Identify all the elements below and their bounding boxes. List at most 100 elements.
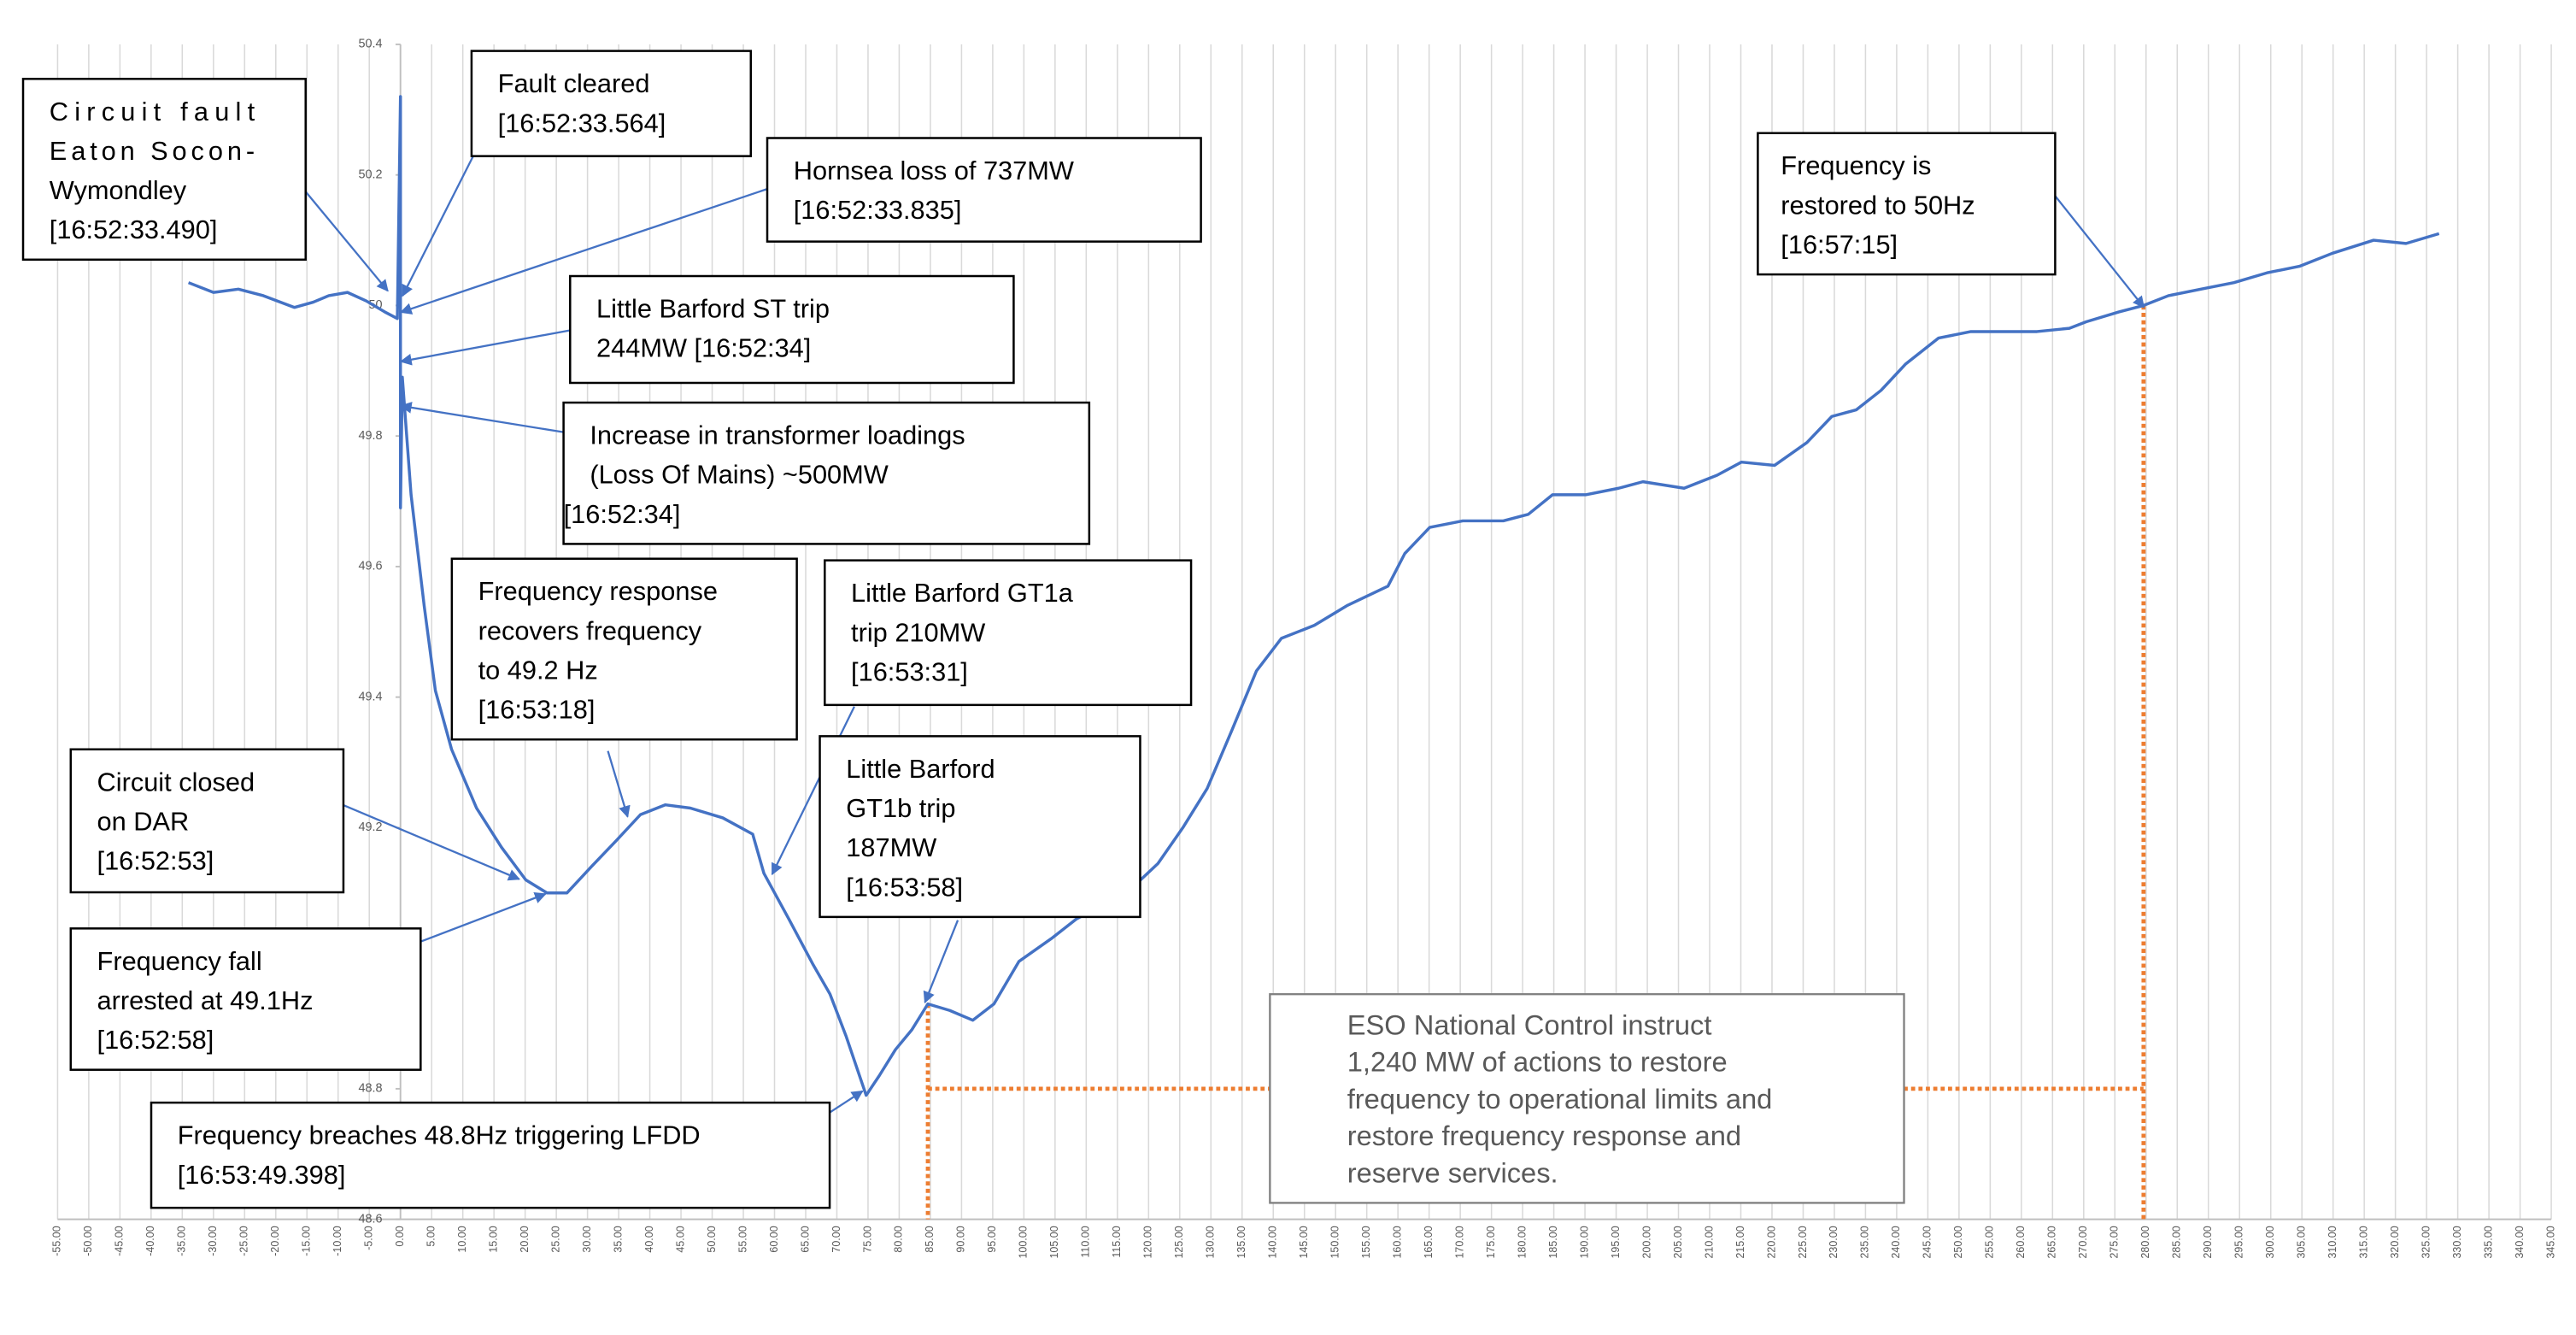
annotation-text: Little Barford [846, 754, 995, 784]
x-tick-label: 100.00 [1018, 1226, 1030, 1258]
x-tick-label: 15.00 [487, 1226, 499, 1252]
x-tick-label: 70.00 [830, 1226, 842, 1252]
annotation-text: on DAR [97, 806, 190, 836]
x-tick-label: 175.00 [1485, 1226, 1497, 1258]
x-tick-label: 10.00 [456, 1226, 468, 1252]
x-tick-label: 200.00 [1640, 1226, 1652, 1258]
x-tick-label: -55.00 [51, 1226, 63, 1256]
annotation-text: [16:53:58] [846, 872, 963, 902]
annotation-text: Frequency is [1781, 150, 1931, 180]
x-tick-label: -50.00 [82, 1226, 94, 1256]
x-tick-label: 5.00 [425, 1226, 437, 1246]
x-tick-label: 130.00 [1205, 1226, 1217, 1258]
annotation-text: Little Barford ST trip [596, 294, 830, 324]
annotation-arrow [771, 706, 855, 876]
x-tick-label: -10.00 [332, 1226, 343, 1256]
x-tick-label: 250.00 [1952, 1226, 1964, 1258]
x-tick-label: 0.00 [394, 1226, 406, 1246]
x-tick-label: 165.00 [1423, 1226, 1435, 1258]
annotation-text: [16:52:58] [97, 1025, 214, 1055]
annotation-arrow [607, 750, 631, 818]
annotation-text: Hornsea loss of 737MW [794, 156, 1074, 185]
x-tick-label: -25.00 [238, 1226, 250, 1256]
x-tick-label: 320.00 [2389, 1226, 2401, 1258]
x-tick-label: -40.00 [144, 1226, 156, 1256]
x-tick-label: 155.00 [1360, 1226, 1372, 1258]
x-tick-label: 245.00 [1922, 1226, 1933, 1258]
annotation-text: Wymondley [50, 175, 187, 205]
annotation-arrow [399, 402, 564, 433]
data-line [187, 95, 2440, 1097]
x-tick-label: 20.00 [519, 1226, 531, 1252]
x-tick-label: 90.00 [955, 1226, 967, 1252]
annotation-text: restore frequency response and [1347, 1120, 1741, 1151]
y-tick-label: 48.8 [359, 1082, 383, 1096]
x-tick-label: 295.00 [2233, 1226, 2245, 1258]
x-tick-label: 145.00 [1298, 1226, 1310, 1258]
y-tick-label: 49.8 [359, 429, 383, 443]
annotation-text: Frequency breaches 48.8Hz triggering LFD… [178, 1120, 701, 1150]
x-tick-label: 105.00 [1048, 1226, 1060, 1258]
x-tick-label: -20.00 [269, 1226, 281, 1256]
x-tick-label: 335.00 [2482, 1226, 2494, 1258]
x-tick-label: 195.00 [1610, 1226, 1622, 1258]
x-tick-label: 125.00 [1173, 1226, 1185, 1258]
annotation-box [819, 735, 1141, 919]
annotation-text: to 49.2 Hz [478, 656, 598, 685]
annotation-arrow [399, 188, 768, 315]
annotation-text: reserve services. [1347, 1156, 1558, 1188]
annotation-text: [16:57:15] [1781, 230, 1898, 260]
x-tick-label: 35.00 [612, 1226, 624, 1252]
x-tick-label: 270.00 [2077, 1226, 2089, 1258]
annotation-text: Circuit closed [97, 767, 255, 797]
x-tick-label: 210.00 [1703, 1226, 1715, 1258]
annotation-box [1757, 132, 2057, 276]
x-tick-label: -45.00 [114, 1226, 126, 1256]
x-tick-label: 160.00 [1391, 1226, 1403, 1258]
x-tick-label: 45.00 [674, 1226, 686, 1252]
x-tick-label: -35.00 [176, 1226, 188, 1256]
x-tick-label: 80.00 [893, 1226, 905, 1252]
y-tick-label: 48.6 [359, 1212, 383, 1226]
x-tick-label: 215.00 [1734, 1226, 1746, 1258]
x-tick-label: 140.00 [1267, 1226, 1279, 1258]
x-tick-label: 225.00 [1797, 1226, 1809, 1258]
annotation-text: restored to 50Hz [1781, 190, 1975, 220]
x-tick-label: 85.00 [924, 1226, 936, 1252]
y-tick-label: 50.2 [359, 168, 383, 181]
annotation-arrow [402, 156, 474, 297]
x-tick-label: 255.00 [1984, 1226, 1996, 1258]
annotation-text: trip 210MW [851, 617, 985, 647]
x-tick-label: 340.00 [2514, 1226, 2526, 1258]
x-tick-label: 135.00 [1235, 1226, 1247, 1258]
x-tick-label: 55.00 [736, 1226, 748, 1252]
annotation-text: arrested at 49.1Hz [97, 985, 314, 1015]
x-tick-label: 230.00 [1828, 1226, 1840, 1258]
annotation-arrow [343, 804, 520, 881]
x-tick-label: -5.00 [363, 1226, 375, 1250]
x-tick-label: 330.00 [2451, 1226, 2463, 1258]
x-tick-label: 345.00 [2544, 1226, 2556, 1258]
annotation-arrow [420, 891, 547, 943]
annotation-text: [16:52:33.835] [794, 195, 962, 225]
annotation-box [450, 557, 798, 741]
x-tick-label: -15.00 [301, 1226, 313, 1256]
x-tick-label: 305.00 [2295, 1226, 2307, 1258]
annotation-box [69, 927, 422, 1071]
annotation-box [69, 748, 345, 894]
annotation-text: Frequency response [478, 576, 718, 606]
annotation-text: Fault cleared [498, 68, 650, 98]
y-tick-label: 49.6 [359, 560, 383, 573]
annotation-arrow [399, 329, 571, 366]
annotation-box [766, 137, 1202, 243]
x-tick-label: 240.00 [1890, 1226, 1902, 1258]
x-tick-label: 150.00 [1329, 1226, 1341, 1258]
annotation-arrow [2052, 193, 2145, 309]
annotation-box [824, 559, 1193, 707]
x-tick-label: 285.00 [2171, 1226, 2183, 1258]
x-tick-label: 280.00 [2139, 1226, 2151, 1258]
annotation-box [569, 274, 1015, 385]
annotation-text: 244MW [16:52:34] [596, 333, 811, 363]
annotation-text: Frequency fall [97, 946, 262, 976]
